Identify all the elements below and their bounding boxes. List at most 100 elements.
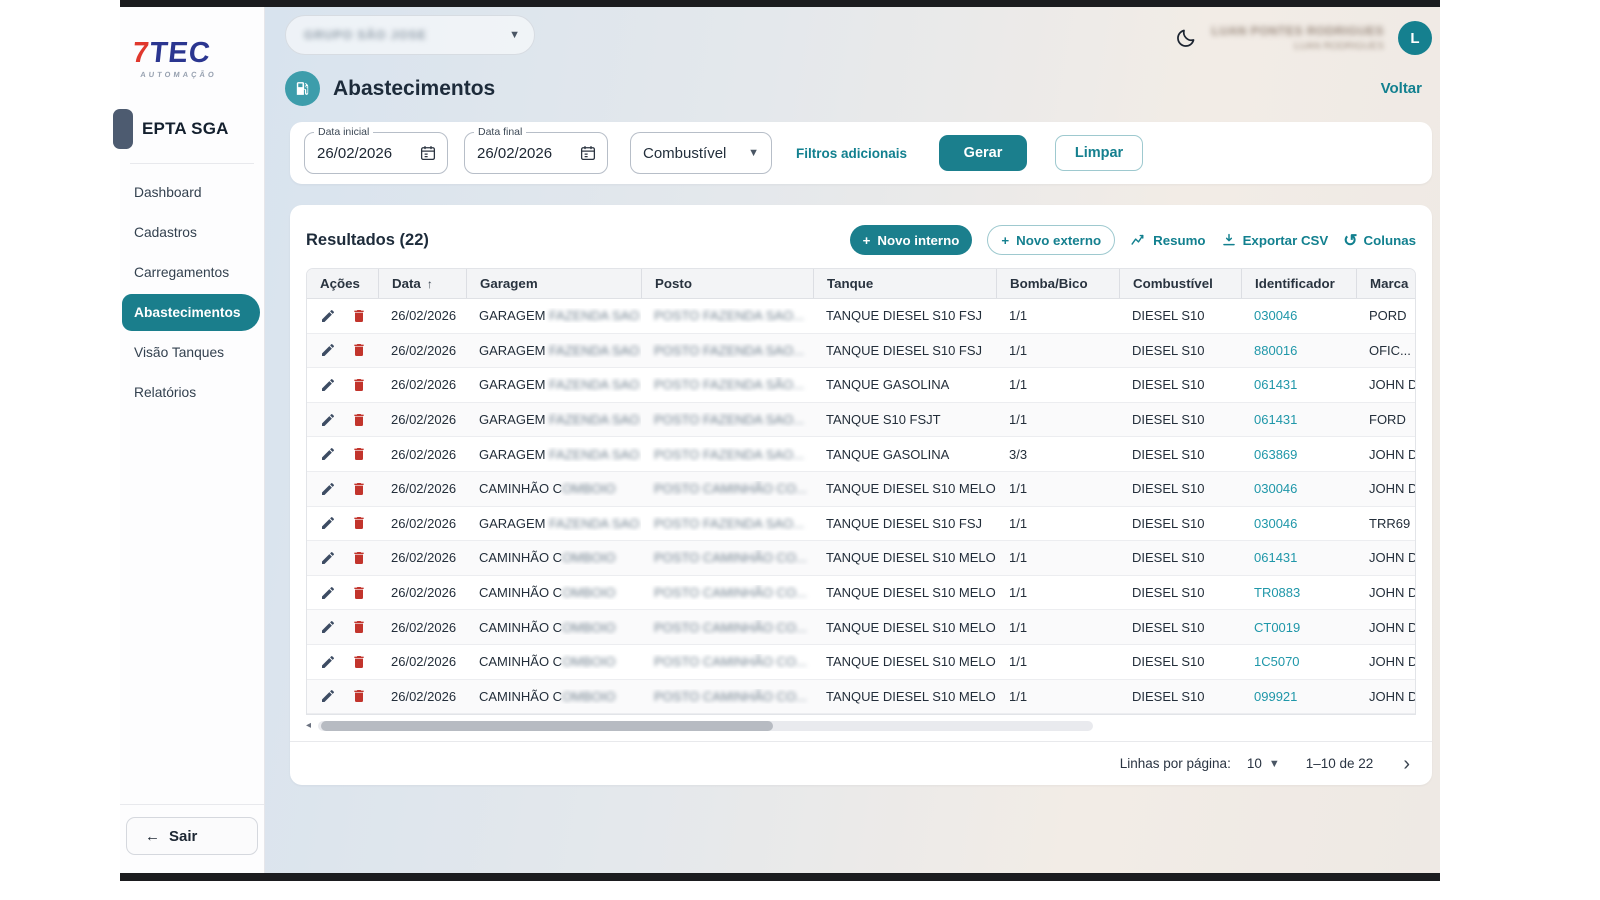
new-internal-button[interactable]: + Novo interno — [850, 225, 973, 255]
cell-bomba-bico: 1/1 — [996, 412, 1119, 427]
start-date-input[interactable]: Data inicial 26/02/2026 — [304, 132, 448, 174]
column-header-garagem[interactable]: Garagem — [466, 269, 641, 298]
cell-posto: POSTO CAMINHÃO CO... — [641, 620, 813, 635]
sidebar-item-dashboard[interactable]: Dashboard — [122, 174, 260, 211]
column-header-marca[interactable]: Marca — [1356, 269, 1415, 298]
row-actions — [307, 481, 378, 497]
delete-trash-icon[interactable] — [351, 308, 367, 324]
sidebar-item-visao-tanques[interactable]: Visão Tanques — [122, 334, 260, 371]
end-date-input[interactable]: Data final 26/02/2026 — [464, 132, 608, 174]
edit-pencil-icon[interactable] — [320, 585, 336, 601]
redacted-text: OMBOIO — [562, 620, 615, 635]
column-header-tanque[interactable]: Tanque — [813, 269, 996, 298]
edit-pencil-icon[interactable] — [320, 550, 336, 566]
main-content: GRUPO SÃO JOSE ▼ LUAN PONTES RODRIGUES L… — [265, 7, 1440, 873]
cell-tanque: TANQUE GASOLINA — [813, 377, 996, 392]
row-actions — [307, 377, 378, 393]
delete-trash-icon[interactable] — [351, 412, 367, 428]
calendar-icon[interactable] — [579, 144, 597, 162]
edit-pencil-icon[interactable] — [320, 654, 336, 670]
delete-trash-icon[interactable] — [351, 688, 367, 704]
sidebar-item-carregamentos[interactable]: Carregamentos — [122, 254, 260, 291]
identifier-link[interactable]: 061431 — [1254, 550, 1297, 565]
row-actions — [307, 619, 378, 635]
sidebar-item-relatorios[interactable]: Relatórios — [122, 374, 260, 411]
identifier-link[interactable]: 880016 — [1254, 343, 1297, 358]
sidebar-item-cadastros[interactable]: Cadastros — [122, 214, 260, 251]
additional-filters-link[interactable]: Filtros adicionais — [796, 146, 907, 161]
logout-button[interactable]: ← Sair — [126, 817, 258, 855]
cell-identificador: CT0019 — [1241, 620, 1356, 635]
column-header-identificador[interactable]: Identificador — [1241, 269, 1356, 298]
summary-button[interactable]: Resumo — [1130, 232, 1205, 249]
identifier-link[interactable]: 063869 — [1254, 447, 1297, 462]
group-selector-dropdown[interactable]: GRUPO SÃO JOSE ▼ — [285, 15, 535, 55]
rows-per-page-select[interactable]: 10 ▼ — [1247, 756, 1280, 771]
export-csv-button[interactable]: Exportar CSV — [1221, 232, 1329, 248]
identifier-link[interactable]: 099921 — [1254, 689, 1297, 704]
column-header-data[interactable]: Data↑ — [378, 269, 466, 298]
cell-marca: JOHN D... — [1356, 550, 1415, 565]
column-header-bomba-bico[interactable]: Bomba/Bico — [996, 269, 1119, 298]
cell-identificador: 030046 — [1241, 481, 1356, 496]
clear-button[interactable]: Limpar — [1055, 135, 1143, 171]
table-row: 26/02/2026 CAMINHÃO COMBOIO POSTO CAMINH… — [307, 610, 1415, 645]
edit-pencil-icon[interactable] — [320, 342, 336, 358]
calendar-icon[interactable] — [419, 144, 437, 162]
edit-pencil-icon[interactable] — [320, 619, 336, 635]
identifier-link[interactable]: 030046 — [1254, 481, 1297, 496]
delete-trash-icon[interactable] — [351, 446, 367, 462]
edit-pencil-icon[interactable] — [320, 688, 336, 704]
edit-pencil-icon[interactable] — [320, 412, 336, 428]
identifier-link[interactable]: 030046 — [1254, 516, 1297, 531]
identifier-link[interactable]: 061431 — [1254, 377, 1297, 392]
delete-trash-icon[interactable] — [351, 342, 367, 358]
redacted-text: FAZENDA SAO J... — [549, 447, 641, 462]
delete-trash-icon[interactable] — [351, 515, 367, 531]
next-page-button[interactable]: › — [1399, 754, 1414, 774]
delete-trash-icon[interactable] — [351, 377, 367, 393]
cell-tanque: TANQUE DIESEL S10 MELO... — [813, 654, 996, 669]
company-logo: 7TEC AUTOMAÇÃO — [130, 39, 266, 79]
cell-data: 26/02/2026 — [378, 689, 466, 704]
avatar[interactable]: L — [1398, 21, 1432, 55]
new-external-button[interactable]: + Novo externo — [987, 225, 1115, 255]
column-header-posto[interactable]: Posto — [641, 269, 813, 298]
edit-pencil-icon[interactable] — [320, 446, 336, 462]
scroll-left-arrow-icon[interactable]: ◂ — [306, 720, 316, 731]
redacted-text: POSTO CAMINHÃO CO... — [654, 550, 807, 565]
identifier-link[interactable]: TR0883 — [1254, 585, 1300, 600]
scrollbar-thumb[interactable] — [321, 721, 773, 731]
delete-trash-icon[interactable] — [351, 550, 367, 566]
sidebar-item-abastecimentos[interactable]: Abastecimentos — [122, 294, 260, 331]
back-link[interactable]: Voltar — [1381, 80, 1422, 97]
generate-button[interactable]: Gerar — [939, 135, 1027, 171]
results-header: Resultados (22) + Novo interno + Novo ex… — [290, 205, 1432, 255]
identifier-link[interactable]: 030046 — [1254, 308, 1297, 323]
delete-trash-icon[interactable] — [351, 481, 367, 497]
redacted-text: POSTO FAZENDA SÃO... — [654, 377, 804, 392]
table-row: 26/02/2026 CAMINHÃO COMBOIO POSTO CAMINH… — [307, 680, 1415, 715]
cell-identificador: 063869 — [1241, 447, 1356, 462]
column-header-combustivel[interactable]: Combustível — [1119, 269, 1241, 298]
identifier-link[interactable]: CT0019 — [1254, 620, 1300, 635]
edit-pencil-icon[interactable] — [320, 481, 336, 497]
columns-button[interactable]: ↺ Colunas — [1343, 232, 1416, 249]
scrollbar-track[interactable] — [318, 721, 1093, 731]
edit-pencil-icon[interactable] — [320, 308, 336, 324]
edit-pencil-icon[interactable] — [320, 377, 336, 393]
delete-trash-icon[interactable] — [351, 619, 367, 635]
identifier-link[interactable]: 061431 — [1254, 412, 1297, 427]
delete-trash-icon[interactable] — [351, 585, 367, 601]
fuel-select[interactable]: Combustível ▼ — [630, 132, 772, 174]
dark-mode-moon-icon[interactable] — [1175, 27, 1197, 49]
row-actions — [307, 412, 378, 428]
delete-trash-icon[interactable] — [351, 654, 367, 670]
column-header-acoes[interactable]: Ações — [307, 269, 378, 298]
edit-pencil-icon[interactable] — [320, 515, 336, 531]
cell-marca: JOHN D... — [1356, 585, 1415, 600]
redacted-text: POSTO CAMINHÃO CO... — [654, 585, 807, 600]
cell-identificador: 061431 — [1241, 550, 1356, 565]
results-card: Resultados (22) + Novo interno + Novo ex… — [290, 205, 1432, 785]
identifier-link[interactable]: 1C5070 — [1254, 654, 1300, 669]
